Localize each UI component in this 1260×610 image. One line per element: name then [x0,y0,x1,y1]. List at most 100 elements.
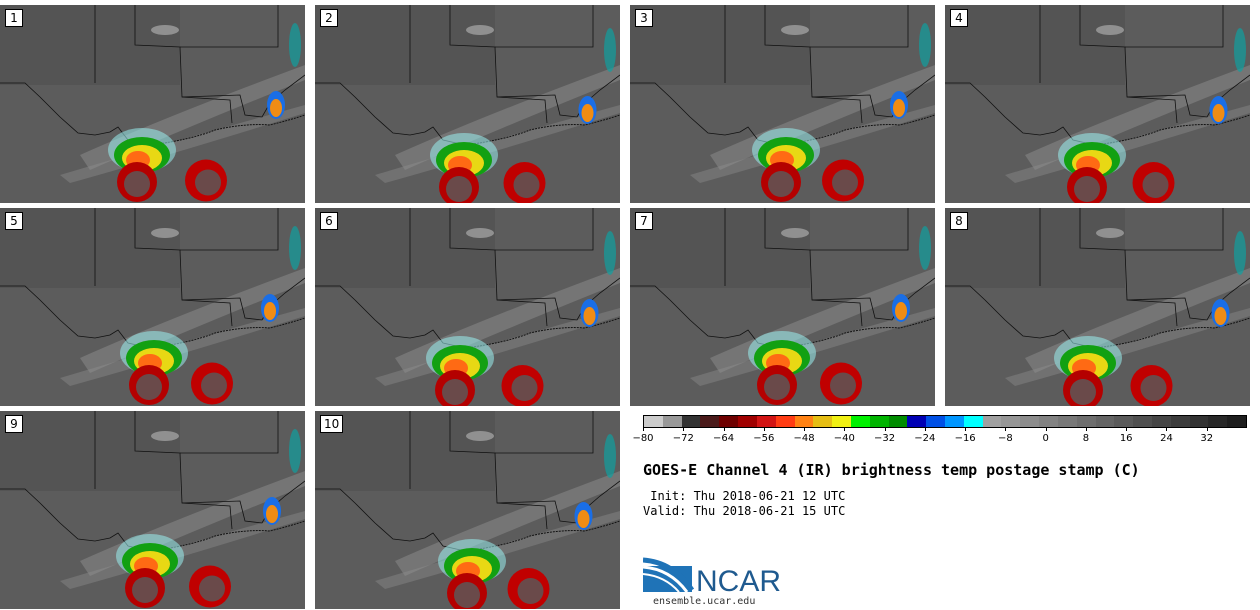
colorbar-swatch [719,416,739,427]
colorbar-tick [1206,428,1208,431]
satellite-map [0,208,305,406]
colorbar-swatch [1189,416,1209,427]
satellite-map [945,208,1250,406]
colorbar-tick-label: −80 [632,433,654,444]
colorbar-tick [1166,428,1168,431]
colorbar-swatch [1151,416,1171,427]
colorbar-swatch [945,416,964,427]
panel-number: 5 [5,212,23,230]
satellite-map [315,208,620,406]
colorbar-tick-label: −24 [914,433,936,444]
ncar-logo: NCAR [643,557,781,598]
colorbar-swatch [832,416,851,427]
colorbar-swatch [869,416,889,427]
panel-number: 4 [950,9,968,27]
panel-number: 8 [950,212,968,230]
postage-stamp-panel: 9 [0,411,305,609]
colorbar-tick-label: −16 [954,433,976,444]
colorbar-tick [924,428,926,431]
panel-number: 1 [5,9,23,27]
colorbar-tick-label: 8 [1082,433,1090,444]
colorbar-tick [1085,428,1087,431]
colorbar-swatch [926,416,945,427]
panel-number: 10 [320,415,344,433]
colorbar-swatch [662,416,682,427]
colorbar-swatch [813,416,833,427]
colorbar-tick [844,428,846,431]
colorbar-swatch [1057,416,1077,427]
colorbar-tick [723,428,725,431]
colorbar-swatch [1095,416,1115,427]
colorbar-tick-label: −48 [793,433,815,444]
colorbar [643,415,1247,428]
colorbar-tick [1045,428,1047,431]
postage-stamp-panel: 8 [945,208,1250,406]
colorbar-tick-label: −56 [753,433,775,444]
panel-number: 2 [320,9,338,27]
satellite-map [945,5,1250,203]
colorbar-swatch [794,416,814,427]
panel-number: 3 [635,9,653,27]
valid-time: Valid: Thu 2018-06-21 15 UTC [643,504,846,518]
colorbar-tick-label: −64 [712,433,735,444]
satellite-map [0,411,305,609]
colorbar-tick-label: 0 [1042,433,1049,444]
colorbar-swatch [1133,416,1152,427]
satellite-map [630,5,935,203]
postage-stamp-panel: 7 [630,208,935,406]
colorbar-tick-label: −32 [874,433,896,444]
colorbar-tick-label: 32 [1200,433,1214,444]
colorbar-swatch [738,416,757,427]
colorbar-swatch [963,416,983,427]
colorbar-tick [965,428,967,431]
colorbar-swatch [1001,416,1021,427]
postage-stamp-panel: 5 [0,208,305,406]
colorbar-swatch [1039,416,1058,427]
colorbar-swatch [775,416,795,427]
colorbar-swatch [888,416,908,427]
satellite-map [0,5,305,203]
colorbar-swatch [644,416,663,427]
colorbar-swatch [1020,416,1040,427]
colorbar-swatch [1076,416,1096,427]
postage-stamp-panel: 1 [0,5,305,203]
postage-stamp-panel: 6 [315,208,620,406]
ncar-logo-text: NCAR [696,565,781,598]
colorbar-legend: −80 −72 −64 −56 −48 −40 −32 −24 −16 −8 0 8 16 24 32 [632,415,1247,448]
postage-stamp-panel: 3 [630,5,935,203]
panel-number: 6 [320,212,338,230]
colorbar-tick [763,428,765,431]
satellite-map [315,5,620,203]
postage-stamp-panel: 10 [315,411,620,609]
colorbar-swatch [1170,416,1190,427]
colorbar-tick [643,428,644,431]
colorbar-tick-label: 16 [1119,433,1133,444]
satellite-map [630,208,935,406]
postage-stamp-panel: 4 [945,5,1250,203]
colorbar-swatch [681,416,701,427]
colorbar-swatch [1114,416,1134,427]
colorbar-tick-label: −40 [833,433,855,444]
colorbar-tick [1005,428,1007,431]
colorbar-swatch [1227,416,1246,427]
postage-stamp-panel: 2 [315,5,620,203]
panel-number: 9 [5,415,23,433]
colorbar-tick [804,428,806,431]
colorbar-tick-label: −8 [998,433,1013,444]
satellite-map [315,411,620,609]
init-time: Init: Thu 2018-06-21 12 UTC [643,489,846,503]
colorbar-swatch [756,416,776,427]
colorbar-tick-label: −72 [672,433,694,444]
colorbar-tick [683,428,685,431]
colorbar-swatch [1208,416,1228,427]
colorbar-swatch [982,416,1002,427]
logo-url: ensemble.ucar.edu [653,596,756,607]
colorbar-tick [884,428,886,431]
colorbar-tick-label: 24 [1160,433,1173,444]
colorbar-swatch [850,416,870,427]
panel-number: 7 [635,212,653,230]
colorbar-ticks: −80 −72 −64 −56 −48 −40 −32 −24 −16 −8 0 8 16 24 32 [632,428,1247,448]
colorbar-swatch [700,416,720,427]
colorbar-tick [1126,428,1128,431]
colorbar-swatch [907,416,927,427]
